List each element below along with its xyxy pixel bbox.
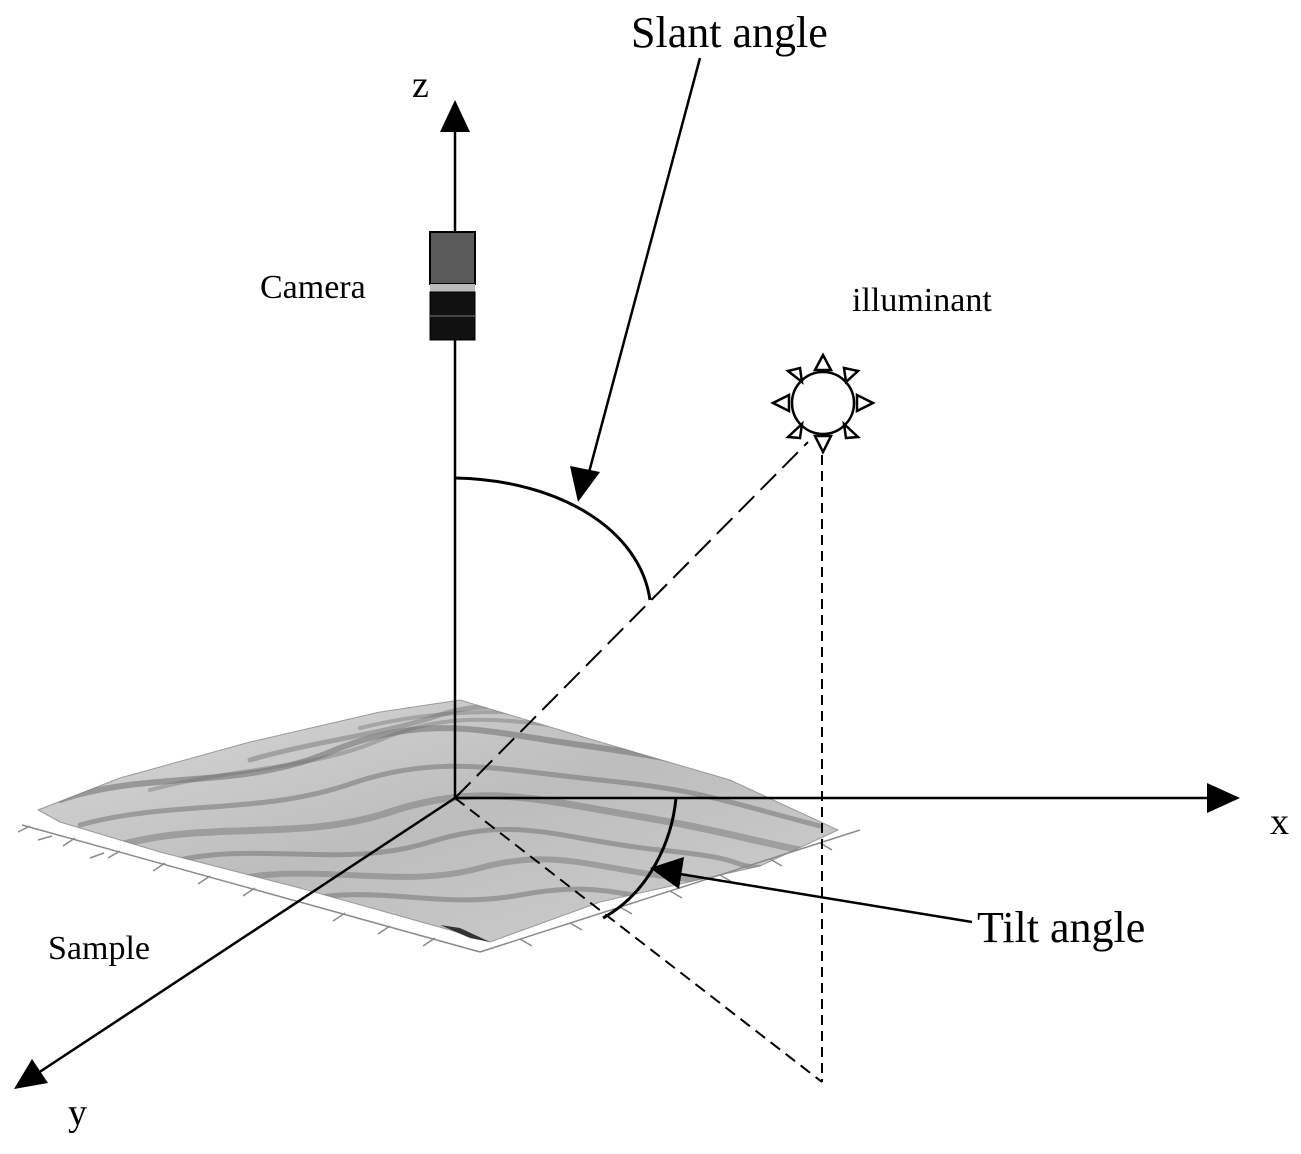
y-axis [31,796,456,1079]
z-axis-arrowhead [440,100,470,132]
sample-grid [17,824,861,953]
slant-angle-label: Slant angle [631,8,828,57]
slant-angle-pointer-head [570,466,600,502]
y-axis-arrowhead [14,1059,48,1089]
sample-surface [36,699,840,943]
illuminant-direction-lines [454,441,823,1083]
slant-angle-arc [454,476,652,601]
camera-label: Camera [260,269,366,306]
x-axis-arrowhead [1207,783,1240,813]
illuminant-ground-projection [454,797,823,1083]
x-axis-label: x [1270,801,1289,843]
sample-label: Sample [48,930,150,967]
leader-arrows [570,57,973,924]
y-axis-label: y [68,1092,87,1134]
tilt-angle-arc [602,797,678,920]
illuminant-ray [454,441,809,799]
camera-icon [429,231,476,341]
z-axis-label: z [412,64,429,106]
sun-icon [770,352,876,455]
illuminant-label: illuminant [852,282,992,319]
tilt-angle-label: Tilt angle [977,903,1145,952]
tilt-angle-pointer-head [650,857,684,889]
tilt-angle-pointer [679,872,973,924]
slant-angle-pointer [586,57,702,477]
